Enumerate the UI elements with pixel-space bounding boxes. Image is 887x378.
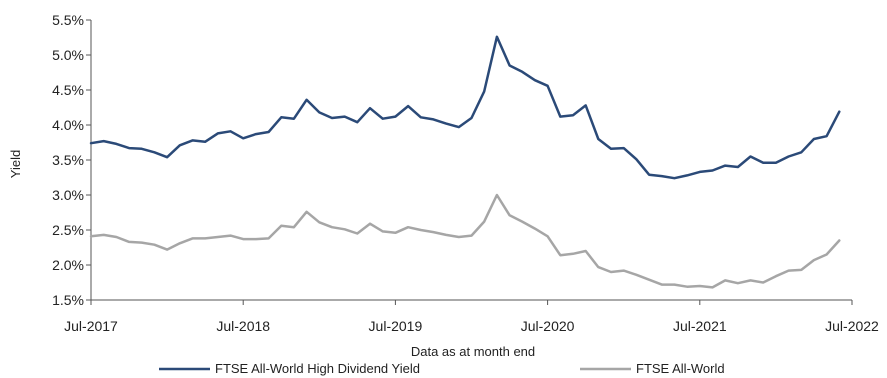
x-tick-label: Jul-2022 <box>825 318 879 334</box>
y-tick-label: 3.0% <box>52 187 84 203</box>
x-tick-label: Jul-2021 <box>673 318 727 334</box>
y-tick-label: 2.0% <box>52 257 84 273</box>
series-lines <box>89 35 841 289</box>
legend: FTSE All-World High Dividend Yield FTSE A… <box>159 361 725 376</box>
y-axis: 1.5% 2.0% 2.5% 3.0% 3.5% 4.0% 4.5% 5.0% 5.5% <box>52 12 92 308</box>
x-tick-label: Jul-2018 <box>216 318 270 334</box>
y-tick-label: 4.0% <box>52 117 84 133</box>
y-tick-label: 1.5% <box>52 292 84 308</box>
legend-label: FTSE All-World <box>636 361 725 376</box>
x-axis: Jul-2017 Jul-2018 Jul-2019 Jul-2020 Jul-2021… <box>64 299 879 334</box>
y-tick-label: 4.5% <box>52 82 84 98</box>
series-line-all-world <box>89 193 841 289</box>
x-tick-label: Jul-2020 <box>521 318 575 334</box>
legend-label: FTSE All-World High Dividend Yield <box>215 361 420 376</box>
y-tick-label: 5.0% <box>52 47 84 63</box>
y-tick-label: 3.5% <box>52 152 84 168</box>
x-tick-label: Jul-2017 <box>64 318 118 334</box>
y-axis-title: Yield <box>8 150 23 178</box>
y-tick-label: 5.5% <box>52 12 84 28</box>
x-tick-label: Jul-2019 <box>369 318 423 334</box>
series-line-high-dividend-yield <box>89 35 841 180</box>
x-axis-title: Data as at month end <box>411 344 535 359</box>
y-tick-label: 2.5% <box>52 222 84 238</box>
